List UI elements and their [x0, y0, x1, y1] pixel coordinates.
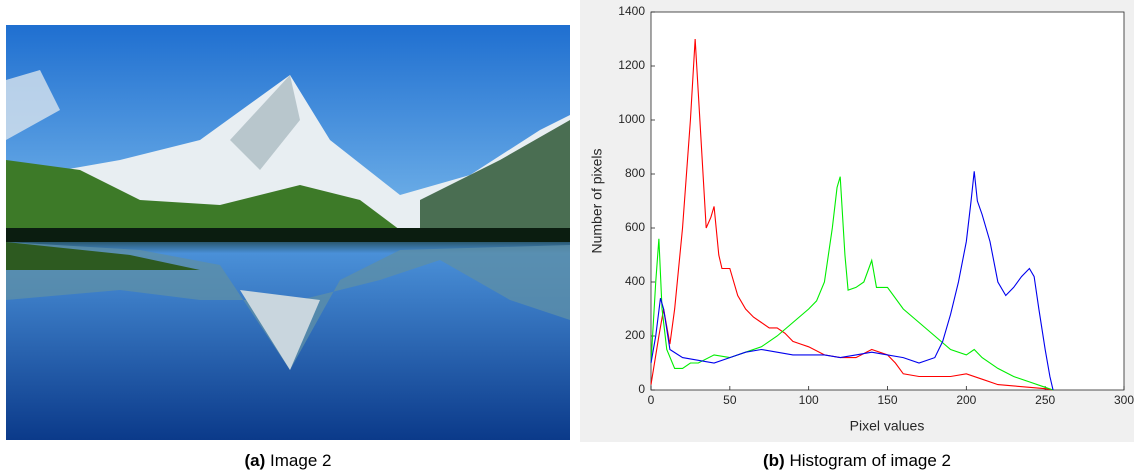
- series-line: [650, 171, 1054, 391]
- y-axis-label: Number of pixels: [589, 148, 605, 253]
- x-tick-label: 0: [648, 393, 655, 407]
- x-tick-label: 300: [1114, 393, 1134, 407]
- y-tick-label: 200: [625, 328, 645, 342]
- plot-area: [650, 11, 1125, 391]
- caption-a: (a) Image 2: [245, 451, 332, 470]
- x-tick-label: 50: [723, 393, 737, 407]
- plot: 0 50 100 150 200 250 300 0 200 400 600 800 1000 1200 1…: [618, 4, 1134, 407]
- y-tick-label: 1400: [618, 4, 645, 18]
- series-line: [650, 176, 1054, 391]
- x-tick-label: 100: [799, 393, 819, 407]
- y-tick-label: 1000: [618, 112, 645, 126]
- x-tick-label: 150: [877, 393, 897, 407]
- x-tick-label: 200: [956, 393, 976, 407]
- x-axis-label: Pixel values: [850, 418, 925, 434]
- caption-text: Histogram of image 2: [789, 451, 951, 470]
- y-tick-label: 1200: [618, 58, 645, 72]
- caption-text: Image 2: [270, 451, 331, 470]
- y-tick-label: 600: [625, 220, 645, 234]
- photo: [6, 25, 570, 440]
- caption-label: (a): [245, 451, 266, 470]
- caption-b: (b) Histogram of image 2: [763, 451, 951, 470]
- x-tick-label: 250: [1035, 393, 1055, 407]
- y-tick-label: 800: [625, 166, 645, 180]
- y-tick-label: 0: [638, 382, 645, 396]
- y-tick-label: 400: [625, 274, 645, 288]
- caption-label: (b): [763, 451, 785, 470]
- series-line: [650, 38, 1054, 391]
